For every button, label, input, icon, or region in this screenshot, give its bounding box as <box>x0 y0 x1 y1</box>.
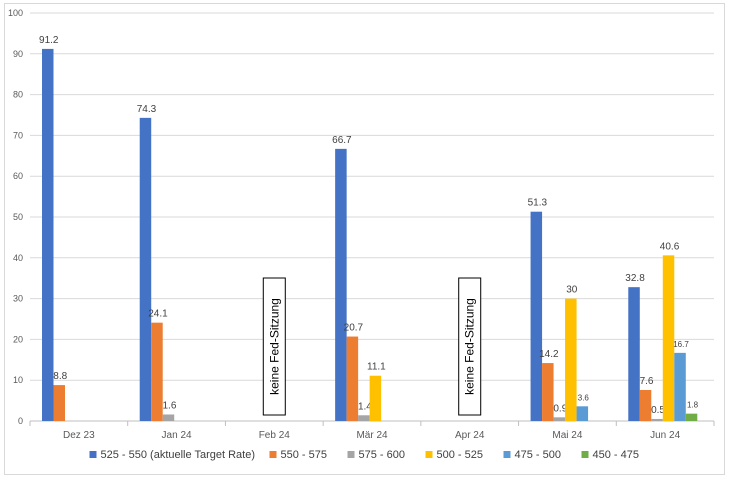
bar <box>53 385 65 421</box>
legend-label: 475 - 500 <box>515 449 561 461</box>
annotation-text: keine Fed-Sitzung <box>267 298 281 395</box>
x-category-label: Mär 24 <box>356 430 388 441</box>
bar <box>530 211 543 421</box>
y-tick-label: 50 <box>13 212 23 222</box>
data-label: 66.7 <box>332 135 352 146</box>
y-tick-label: 60 <box>13 171 23 181</box>
y-tick-label: 20 <box>13 334 23 344</box>
data-label: 1.4 <box>358 401 372 412</box>
data-label: 3.6 <box>578 393 590 402</box>
bar <box>565 298 577 421</box>
legend-label: 575 - 600 <box>359 449 405 461</box>
x-category-label: Mai 24 <box>552 430 582 441</box>
x-category-label: Jun 24 <box>650 430 680 441</box>
bar <box>662 255 675 421</box>
legend-swatch <box>581 451 589 458</box>
bar <box>335 148 347 421</box>
x-category-label: Jan 24 <box>162 430 192 441</box>
data-label: 24.1 <box>148 309 168 320</box>
legend-label: 450 - 475 <box>593 449 639 461</box>
y-tick-label: 70 <box>13 130 23 140</box>
data-label: 74.3 <box>137 104 157 115</box>
data-label: 14.2 <box>539 349 559 360</box>
x-category-label: Dez 23 <box>63 430 95 441</box>
bar <box>346 336 359 421</box>
data-label: 11.1 <box>367 362 386 373</box>
data-label: 7.6 <box>640 376 654 387</box>
data-label: 51.3 <box>528 198 548 209</box>
bar <box>628 287 640 421</box>
bar <box>151 322 163 421</box>
legend-label: 500 - 525 <box>437 449 483 461</box>
y-tick-label: 30 <box>13 294 23 304</box>
legend-swatch <box>89 451 97 458</box>
data-label: 32.8 <box>625 273 645 284</box>
legend-swatch <box>347 451 355 458</box>
legend-swatch <box>269 451 277 458</box>
y-tick-label: 100 <box>8 8 23 18</box>
legend-label: 525 - 550 (aktuelle Target Rate) <box>101 449 256 461</box>
data-label: 91.2 <box>39 35 59 46</box>
data-label: 16.7 <box>673 340 689 349</box>
bar <box>542 363 554 421</box>
x-category-label: Apr 24 <box>455 430 485 441</box>
bar <box>553 417 566 421</box>
bar <box>139 117 152 421</box>
bar <box>369 375 382 421</box>
bar <box>651 418 663 421</box>
legend-swatch <box>503 451 511 458</box>
data-label: 1.6 <box>163 400 177 411</box>
annotation-text: keine Fed-Sitzung <box>463 298 477 395</box>
x-category-label: Feb 24 <box>259 430 291 441</box>
data-label: 30 <box>566 285 578 296</box>
data-label: 0.9 <box>553 403 567 414</box>
data-label: 1.8 <box>687 401 699 410</box>
annotation-box <box>458 277 482 416</box>
bar <box>685 413 698 421</box>
bar <box>576 406 589 421</box>
legend-label: 550 - 575 <box>281 449 327 461</box>
bar <box>162 414 175 421</box>
bar <box>358 415 370 421</box>
y-tick-label: 90 <box>13 49 23 59</box>
data-label: 8.8 <box>53 371 67 382</box>
y-tick-label: 80 <box>13 90 23 100</box>
bar <box>674 352 686 421</box>
y-tick-label: 40 <box>13 253 23 263</box>
data-label: 0.5 <box>651 405 665 416</box>
annotation-box <box>262 277 286 416</box>
y-tick-label: 10 <box>13 375 23 385</box>
y-tick-label: 0 <box>18 416 23 426</box>
legend-swatch <box>425 451 433 458</box>
bar <box>42 48 54 422</box>
chart-frame <box>4 3 725 475</box>
bar <box>639 389 652 421</box>
data-label: 20.7 <box>344 323 364 334</box>
data-label: 40.6 <box>660 241 680 252</box>
